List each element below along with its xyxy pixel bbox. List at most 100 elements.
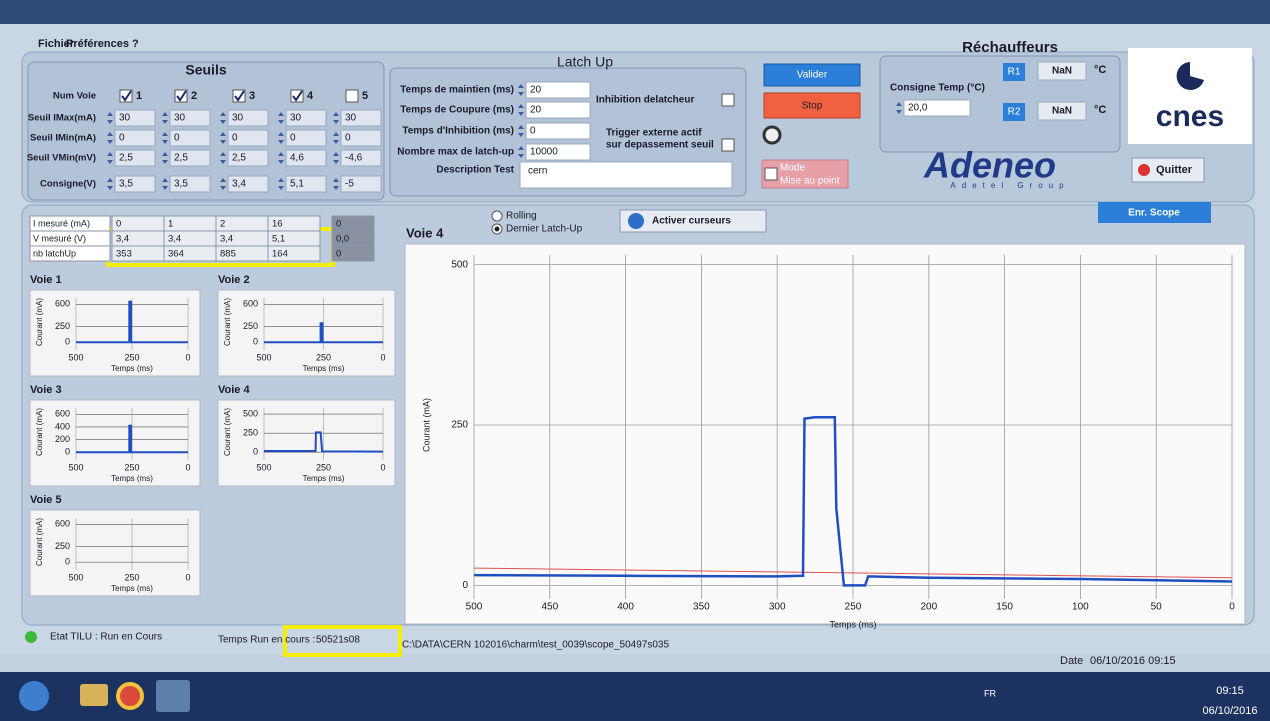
numeric-value: -4,6	[345, 153, 363, 164]
field-value: 20	[530, 85, 542, 96]
numeric-value: 30	[174, 113, 186, 124]
y-tick-label: 0	[65, 337, 70, 347]
x-tick-label: 300	[769, 602, 786, 613]
y-tick-label: 250	[243, 321, 258, 331]
numeric-value: 0	[119, 133, 125, 144]
tray-language: FR	[984, 688, 996, 698]
channel-label: 1	[136, 90, 142, 102]
field-value: 10000	[530, 147, 558, 158]
field-label: Description Test	[436, 165, 514, 176]
table-value: 3,4	[220, 234, 233, 245]
x-tick-label: 200	[920, 602, 937, 613]
x-tick-label: 500	[256, 462, 271, 472]
button-label: Mode	[780, 163, 805, 174]
section-title: Seuils	[185, 62, 226, 78]
button-label: Enr. Scope	[1128, 208, 1180, 219]
numeric-value: 5,1	[290, 179, 304, 190]
table-value: 3,4	[168, 234, 181, 245]
chart-title: Voie 4	[406, 225, 444, 240]
radio-label: Dernier Latch-Up	[506, 224, 583, 235]
table-value: 5,1	[272, 234, 285, 245]
button-label: Stop	[802, 101, 823, 112]
channel-label: 5	[362, 90, 368, 102]
explorer-icon[interactable]	[80, 684, 108, 706]
numeric-value: 4,6	[290, 153, 304, 164]
field-label: Nombre max de latch-up	[397, 147, 514, 158]
y-tick-label: 0	[253, 447, 258, 457]
record-button[interactable]	[764, 127, 780, 143]
heater-unit: °C	[1094, 104, 1106, 116]
text-input[interactable]	[520, 162, 732, 188]
trigger-checkbox[interactable]	[722, 139, 734, 151]
x-tick-label: 500	[68, 462, 83, 472]
inhibition-checkbox[interactable]	[722, 94, 734, 106]
chart-title: Voie 5	[30, 494, 62, 506]
screen: FichierPréférences?SeuilsNum VoieSeuil I…	[0, 0, 1270, 721]
x-tick-label: 250	[124, 462, 139, 472]
y-axis-label: Courant (mA)	[223, 298, 232, 346]
table-value: 3,4	[116, 234, 129, 245]
heater-name: R1	[1008, 67, 1021, 78]
tray-time: 09:15	[1216, 685, 1244, 697]
table-row-label: nb latchUp	[33, 248, 76, 258]
numeric-value: 2,5	[174, 153, 188, 164]
x-tick-label: 500	[256, 352, 271, 362]
row-label: Consigne(V)	[40, 179, 96, 190]
y-tick-label: 600	[55, 409, 70, 419]
numeric-value: 3,4	[232, 179, 246, 190]
mode-checkbox[interactable]	[765, 168, 777, 180]
x-axis-label: Temps (ms)	[303, 364, 345, 373]
date-label: Date	[1060, 655, 1083, 667]
y-tick-label: 250	[55, 541, 70, 551]
status-file: C:\DATA\CERN 102016\charm\test_0039\scop…	[402, 640, 669, 651]
table-value: 364	[168, 249, 184, 260]
chart-frame	[405, 244, 1245, 624]
table-value: 0	[336, 219, 341, 230]
numeric-value: 30	[232, 113, 244, 124]
help-icon	[628, 213, 644, 229]
x-tick-label: 250	[124, 572, 139, 582]
y-tick-label: 500	[243, 408, 258, 418]
chart-title: Voie 1	[30, 274, 62, 286]
radio-button[interactable]	[492, 211, 502, 221]
numeric-value: 3,5	[174, 179, 188, 190]
status-text: Etat TILU : Run en Cours	[50, 632, 162, 643]
y-tick-label: 400	[55, 421, 70, 431]
app-icon[interactable]	[156, 680, 190, 712]
x-axis-label: Temps (ms)	[111, 474, 153, 483]
y-tick-label: 0	[65, 447, 70, 457]
chart-title: Voie 2	[218, 274, 250, 286]
channel-checkbox[interactable]	[346, 90, 358, 102]
y-tick-label: 0	[253, 337, 258, 347]
numeric-input[interactable]	[526, 123, 590, 139]
x-axis-label: Temps (ms)	[830, 619, 877, 629]
checkbox-label: Trigger externe actif	[606, 128, 702, 139]
browser-icon[interactable]	[118, 684, 142, 708]
x-tick-label: 500	[68, 352, 83, 362]
menu-item: ?	[132, 38, 139, 50]
quit-icon	[1138, 164, 1150, 176]
start-button[interactable]	[19, 681, 49, 711]
field-value: 20,0	[908, 103, 928, 114]
numeric-value: 0	[232, 133, 238, 144]
row-label: Num Voie	[53, 91, 96, 102]
y-axis-label: Courant (mA)	[421, 398, 431, 452]
y-tick-label: 500	[451, 259, 468, 270]
x-tick-label: 0	[380, 352, 385, 362]
section-title: Latch Up	[557, 54, 613, 70]
x-tick-label: 100	[1072, 602, 1089, 613]
button-label: Activer curseurs	[652, 216, 731, 227]
button-label: Mise au point	[780, 176, 840, 187]
y-tick-label: 600	[55, 519, 70, 529]
table-value: 1	[168, 219, 173, 230]
y-tick-label: 250	[243, 428, 258, 438]
chart-title: Voie 4	[218, 384, 250, 396]
channel-label: 2	[191, 90, 197, 102]
table-value: 16	[272, 219, 283, 230]
table-value: 353	[116, 249, 132, 260]
x-tick-label: 250	[316, 352, 331, 362]
heater-unit: °C	[1094, 64, 1106, 76]
y-tick-label: 250	[55, 321, 70, 331]
field-label: Temps de Coupure (ms)	[400, 105, 514, 116]
page: FichierPréférences?SeuilsNum VoieSeuil I…	[0, 0, 1270, 721]
